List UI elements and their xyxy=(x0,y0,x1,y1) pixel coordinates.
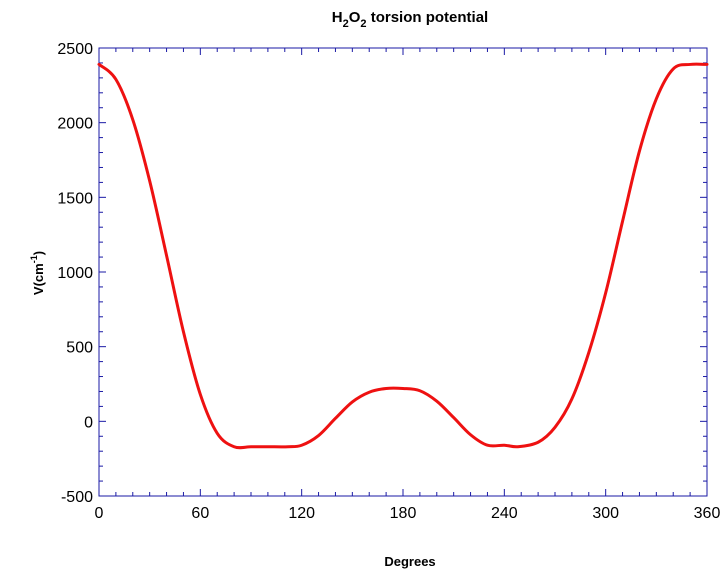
x-axis-label: Degrees xyxy=(384,554,435,569)
title-mid: O xyxy=(349,9,361,26)
y-tick-label: -500 xyxy=(61,489,93,506)
x-tick-label: 0 xyxy=(95,505,104,522)
title-rest: torsion potential xyxy=(367,9,489,26)
svg-text:H2O2 torsion potential: H2O2 torsion potential xyxy=(332,9,488,30)
y-axis-label-sup: -1 xyxy=(29,255,39,263)
title-prefix: H xyxy=(332,9,343,26)
title-sub2: 2 xyxy=(360,18,366,30)
chart-title: H2O2 torsion potential xyxy=(332,9,488,30)
x-tick-label: 360 xyxy=(694,505,721,522)
y-axis-label: V(cm-1) xyxy=(29,251,46,295)
axis-ticks xyxy=(98,47,708,497)
series-group xyxy=(97,62,709,450)
x-tick-label: 240 xyxy=(491,505,518,522)
x-tick-labels: 0 60 120 180 240 300 360 xyxy=(95,505,721,522)
y-tick-label: 0 xyxy=(84,414,93,431)
y-axis-label-close: ) xyxy=(31,251,46,255)
x-tick-label: 180 xyxy=(390,505,417,522)
y-tick-label: 1000 xyxy=(57,265,93,282)
y-axis-label-main: V(cm xyxy=(31,263,46,295)
y-tick-label: 2500 xyxy=(57,41,93,58)
y-tick-label: 2000 xyxy=(57,116,93,133)
y-tick-label: 1500 xyxy=(57,190,93,207)
x-tick-label: 300 xyxy=(592,505,619,522)
y-tick-label: 500 xyxy=(66,340,93,357)
y-tick-labels: -500 0 500 1000 1500 2000 2500 xyxy=(57,41,93,506)
title-sub1: 2 xyxy=(343,18,349,30)
plot-frame xyxy=(98,47,708,497)
x-tick-label: 60 xyxy=(191,505,209,522)
series-line xyxy=(97,62,709,450)
x-tick-label: 120 xyxy=(288,505,315,522)
plot-border xyxy=(98,47,708,497)
